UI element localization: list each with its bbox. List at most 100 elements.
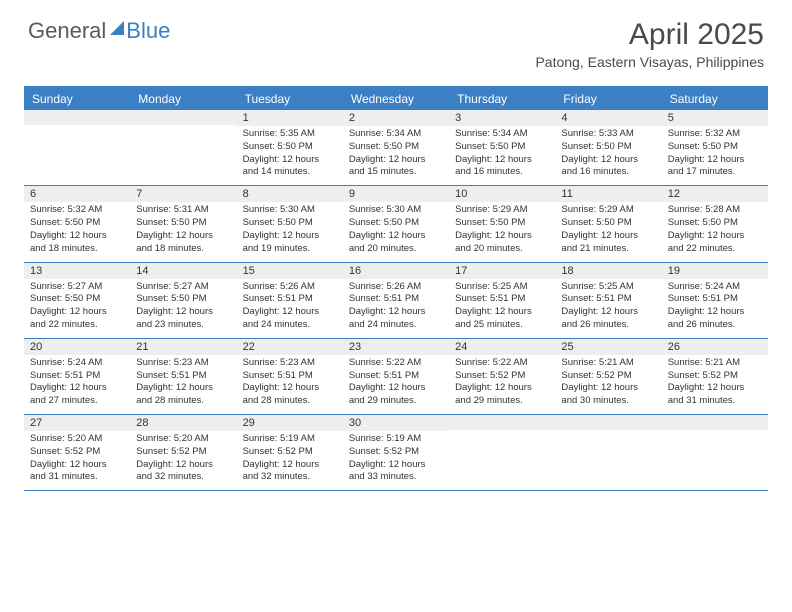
day-cell: 30Sunrise: 5:19 AMSunset: 5:52 PMDayligh… [343, 415, 449, 490]
sunset-text: Sunset: 5:50 PM [349, 141, 443, 154]
day-content: Sunrise: 5:32 AMSunset: 5:50 PMDaylight:… [662, 126, 768, 185]
day-cell: 24Sunrise: 5:22 AMSunset: 5:52 PMDayligh… [449, 339, 555, 414]
day-content: Sunrise: 5:34 AMSunset: 5:50 PMDaylight:… [343, 126, 449, 185]
sunrise-text: Sunrise: 5:27 AM [30, 281, 124, 294]
day-content: Sunrise: 5:23 AMSunset: 5:51 PMDaylight:… [237, 355, 343, 414]
day-content [555, 430, 661, 488]
sunset-text: Sunset: 5:51 PM [243, 370, 337, 383]
day-number: 3 [449, 110, 555, 126]
day-content: Sunrise: 5:27 AMSunset: 5:50 PMDaylight:… [130, 279, 236, 338]
day-cell: 9Sunrise: 5:30 AMSunset: 5:50 PMDaylight… [343, 186, 449, 261]
sunrise-text: Sunrise: 5:34 AM [455, 128, 549, 141]
sunset-text: Sunset: 5:51 PM [136, 370, 230, 383]
logo: General Blue [28, 18, 170, 44]
day-content: Sunrise: 5:24 AMSunset: 5:51 PMDaylight:… [662, 279, 768, 338]
day-cell: 29Sunrise: 5:19 AMSunset: 5:52 PMDayligh… [237, 415, 343, 490]
day-content: Sunrise: 5:25 AMSunset: 5:51 PMDaylight:… [555, 279, 661, 338]
day-content: Sunrise: 5:21 AMSunset: 5:52 PMDaylight:… [662, 355, 768, 414]
day-number [24, 110, 130, 125]
day-number: 23 [343, 339, 449, 355]
week-row: 13Sunrise: 5:27 AMSunset: 5:50 PMDayligh… [24, 263, 768, 339]
day-number: 28 [130, 415, 236, 431]
header: General Blue April 2025 Patong, Eastern … [0, 0, 792, 78]
daylight-text: Daylight: 12 hours and 31 minutes. [30, 459, 124, 485]
sunrise-text: Sunrise: 5:22 AM [349, 357, 443, 370]
sunset-text: Sunset: 5:50 PM [30, 293, 124, 306]
day-number: 14 [130, 263, 236, 279]
day-number: 22 [237, 339, 343, 355]
day-cell: 5Sunrise: 5:32 AMSunset: 5:50 PMDaylight… [662, 110, 768, 185]
day-number [449, 415, 555, 430]
sunset-text: Sunset: 5:50 PM [455, 141, 549, 154]
day-number [555, 415, 661, 430]
sunset-text: Sunset: 5:52 PM [455, 370, 549, 383]
sunset-text: Sunset: 5:50 PM [561, 141, 655, 154]
daylight-text: Daylight: 12 hours and 17 minutes. [668, 154, 762, 180]
daylight-text: Daylight: 12 hours and 20 minutes. [349, 230, 443, 256]
weekday-tuesday: Tuesday [237, 88, 343, 110]
sunrise-text: Sunrise: 5:24 AM [30, 357, 124, 370]
day-number: 9 [343, 186, 449, 202]
sunrise-text: Sunrise: 5:26 AM [349, 281, 443, 294]
sunrise-text: Sunrise: 5:34 AM [349, 128, 443, 141]
sunrise-text: Sunrise: 5:19 AM [349, 433, 443, 446]
day-cell: 17Sunrise: 5:25 AMSunset: 5:51 PMDayligh… [449, 263, 555, 338]
day-number: 25 [555, 339, 661, 355]
day-cell: 25Sunrise: 5:21 AMSunset: 5:52 PMDayligh… [555, 339, 661, 414]
sunrise-text: Sunrise: 5:25 AM [455, 281, 549, 294]
day-cell: 19Sunrise: 5:24 AMSunset: 5:51 PMDayligh… [662, 263, 768, 338]
sunset-text: Sunset: 5:52 PM [136, 446, 230, 459]
sunset-text: Sunset: 5:51 PM [30, 370, 124, 383]
day-number: 11 [555, 186, 661, 202]
day-content: Sunrise: 5:23 AMSunset: 5:51 PMDaylight:… [130, 355, 236, 414]
sunset-text: Sunset: 5:50 PM [136, 217, 230, 230]
day-cell: 20Sunrise: 5:24 AMSunset: 5:51 PMDayligh… [24, 339, 130, 414]
day-content: Sunrise: 5:30 AMSunset: 5:50 PMDaylight:… [343, 202, 449, 261]
daylight-text: Daylight: 12 hours and 19 minutes. [243, 230, 337, 256]
sunrise-text: Sunrise: 5:31 AM [136, 204, 230, 217]
sunrise-text: Sunrise: 5:23 AM [136, 357, 230, 370]
logo-triangle-icon [110, 21, 124, 35]
daylight-text: Daylight: 12 hours and 22 minutes. [30, 306, 124, 332]
day-content: Sunrise: 5:30 AMSunset: 5:50 PMDaylight:… [237, 202, 343, 261]
day-cell: 13Sunrise: 5:27 AMSunset: 5:50 PMDayligh… [24, 263, 130, 338]
week-row: 27Sunrise: 5:20 AMSunset: 5:52 PMDayligh… [24, 415, 768, 491]
day-content [449, 430, 555, 488]
day-cell: 10Sunrise: 5:29 AMSunset: 5:50 PMDayligh… [449, 186, 555, 261]
day-cell: 4Sunrise: 5:33 AMSunset: 5:50 PMDaylight… [555, 110, 661, 185]
sunset-text: Sunset: 5:51 PM [455, 293, 549, 306]
weekday-saturday: Saturday [662, 88, 768, 110]
day-content: Sunrise: 5:25 AMSunset: 5:51 PMDaylight:… [449, 279, 555, 338]
day-cell: 14Sunrise: 5:27 AMSunset: 5:50 PMDayligh… [130, 263, 236, 338]
daylight-text: Daylight: 12 hours and 24 minutes. [349, 306, 443, 332]
sunset-text: Sunset: 5:50 PM [668, 141, 762, 154]
sunset-text: Sunset: 5:50 PM [668, 217, 762, 230]
sunset-text: Sunset: 5:50 PM [349, 217, 443, 230]
sunset-text: Sunset: 5:52 PM [30, 446, 124, 459]
sunrise-text: Sunrise: 5:33 AM [561, 128, 655, 141]
logo-text-general: General [28, 18, 106, 44]
day-content: Sunrise: 5:22 AMSunset: 5:51 PMDaylight:… [343, 355, 449, 414]
day-number: 1 [237, 110, 343, 126]
day-cell [130, 110, 236, 185]
month-title: April 2025 [535, 18, 764, 52]
day-content: Sunrise: 5:20 AMSunset: 5:52 PMDaylight:… [130, 431, 236, 490]
daylight-text: Daylight: 12 hours and 31 minutes. [668, 382, 762, 408]
sunset-text: Sunset: 5:51 PM [349, 370, 443, 383]
daylight-text: Daylight: 12 hours and 21 minutes. [561, 230, 655, 256]
sunset-text: Sunset: 5:52 PM [243, 446, 337, 459]
day-content: Sunrise: 5:20 AMSunset: 5:52 PMDaylight:… [24, 431, 130, 490]
day-content: Sunrise: 5:32 AMSunset: 5:50 PMDaylight:… [24, 202, 130, 261]
day-cell: 1Sunrise: 5:35 AMSunset: 5:50 PMDaylight… [237, 110, 343, 185]
sunset-text: Sunset: 5:50 PM [243, 141, 337, 154]
daylight-text: Daylight: 12 hours and 18 minutes. [30, 230, 124, 256]
daylight-text: Daylight: 12 hours and 16 minutes. [455, 154, 549, 180]
day-number: 7 [130, 186, 236, 202]
daylight-text: Daylight: 12 hours and 15 minutes. [349, 154, 443, 180]
day-content: Sunrise: 5:21 AMSunset: 5:52 PMDaylight:… [555, 355, 661, 414]
sunrise-text: Sunrise: 5:30 AM [349, 204, 443, 217]
sunset-text: Sunset: 5:52 PM [349, 446, 443, 459]
day-cell: 11Sunrise: 5:29 AMSunset: 5:50 PMDayligh… [555, 186, 661, 261]
day-cell [449, 415, 555, 490]
weekday-thursday: Thursday [449, 88, 555, 110]
